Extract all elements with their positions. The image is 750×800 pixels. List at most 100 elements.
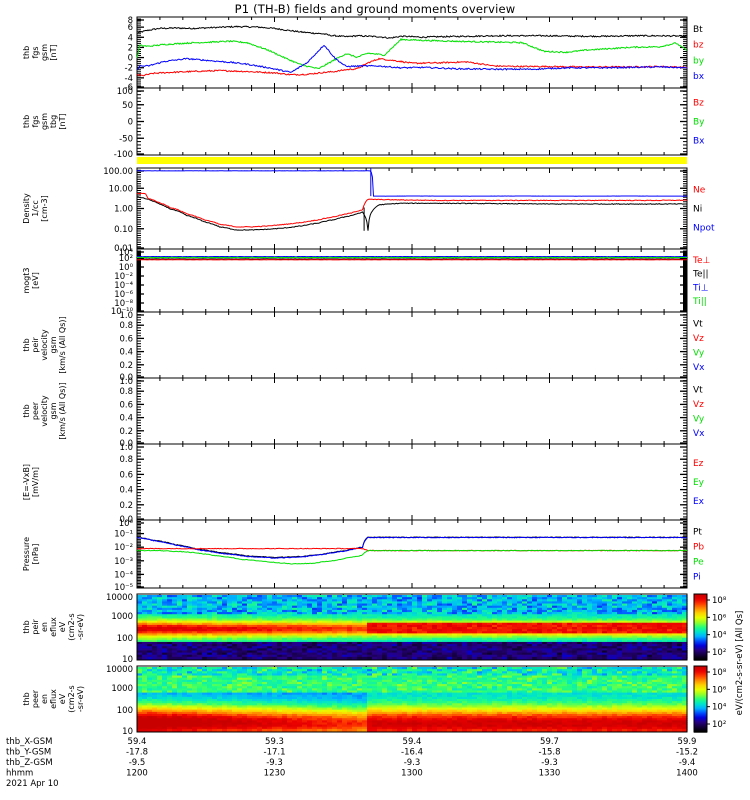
- colorbar-tick: 10⁶: [712, 613, 727, 623]
- ytick-label: 0.8: [119, 321, 133, 331]
- ytick-label: 0.0: [119, 515, 133, 525]
- ytick-label: 6: [128, 23, 133, 33]
- ytick-label: 10⁻²: [114, 272, 133, 282]
- axis-tick-value: -9.3: [266, 758, 283, 768]
- legend-label: Vz: [693, 334, 704, 344]
- axis-tick-value: -9.3: [404, 758, 421, 768]
- panel-axis-title: peer: [31, 689, 40, 708]
- panel-axis-title: (cm2-s: [67, 685, 76, 712]
- legend-label: Vx: [693, 363, 705, 373]
- panel-axis-title: -sr-eV): [76, 686, 85, 712]
- colorbar-tick: 10⁶: [712, 685, 727, 695]
- ytick-label: 10: [122, 655, 133, 665]
- legend-label: Npot: [693, 224, 715, 234]
- panel-axis-title: eV: [58, 621, 67, 632]
- legend-label: Vx: [693, 429, 705, 439]
- ytick-label: 1000: [111, 684, 133, 694]
- ytick-label: 0.6: [119, 470, 133, 480]
- panel-axis-title: velocity: [40, 395, 49, 427]
- legend-label: Ez: [693, 459, 704, 469]
- colorbar-tick: 10²: [712, 648, 726, 658]
- panel-axis-title: en: [40, 622, 49, 632]
- panel-axis-title: [cm-3]: [40, 195, 49, 221]
- axis-row-name: hhmm: [6, 769, 33, 779]
- ytick-label: 0.0: [119, 373, 133, 383]
- axis-tick-value: -15.2: [676, 748, 698, 758]
- ytick-label: 0.4: [119, 348, 133, 358]
- ytick-label: 0.8: [119, 387, 133, 397]
- panel-axis-title: eflux: [49, 689, 58, 709]
- ytick-label: 0.4: [119, 486, 133, 496]
- colorbar-tick: 10⁸: [712, 596, 727, 606]
- axis-tick-value: 1230: [264, 769, 286, 779]
- panel-axis-title: [km/s (All Qs)]: [58, 382, 67, 439]
- colorbar-peer-en-eflux: [693, 665, 710, 733]
- panel-axis-title: [km/s (All Qs)]: [58, 316, 67, 373]
- legend-label: Vt: [693, 319, 703, 329]
- ytick-label: 10⁻⁵: [114, 583, 133, 593]
- legend-label: Vt: [693, 385, 703, 395]
- ytick-label: 10⁰: [119, 519, 134, 529]
- ytick-label: -100: [114, 150, 133, 160]
- yaxis-peir-velocity: [137, 314, 687, 378]
- axis-tick-value: 1400: [676, 769, 698, 779]
- panel-axis-title: 1/cc: [31, 200, 40, 217]
- axis-tick-value: 59.9: [678, 737, 697, 747]
- panel-axis-title: (cm2-s: [67, 613, 76, 640]
- panel-fgs-gsm-b: [136, 16, 688, 89]
- ytick-label: -50: [119, 134, 133, 144]
- colorbar-tick: 10⁴: [712, 631, 727, 641]
- colorbar-tick: 10⁸: [712, 668, 727, 678]
- panel-efield: [136, 443, 688, 521]
- legend-label: Vy: [693, 414, 705, 424]
- ytick-label: 10²: [119, 254, 133, 264]
- series-bx: [136, 44, 688, 73]
- legend-label: Vy: [693, 348, 705, 358]
- data-availability-bar: [137, 157, 687, 164]
- legend-label: Pi: [693, 573, 701, 583]
- panel-peir-velocity: [136, 311, 688, 379]
- ytick-label: 0.2: [119, 501, 133, 511]
- ytick-label: 4: [128, 33, 133, 43]
- ytick-label: 0.2: [119, 361, 133, 371]
- series-Pe: [136, 549, 688, 565]
- panel-axis-title: gsm: [49, 336, 58, 353]
- panel-peer-velocity: [136, 377, 688, 445]
- panel-axis-title: [eV]: [31, 272, 40, 289]
- panel-axis-title: thb: [22, 338, 31, 351]
- ytick-label: 0.6: [119, 400, 133, 410]
- axis-tick-value: 59.4: [403, 737, 422, 747]
- panel-axis-title: Density: [22, 193, 31, 224]
- panel-axis-title: [E=-VxB]: [22, 464, 31, 500]
- ytick-label: 0.01: [114, 244, 133, 254]
- legend-label: by: [693, 56, 705, 66]
- axis-row-name: thb_Z-GSM: [6, 758, 53, 768]
- panel-axis-title: peir: [31, 619, 40, 635]
- ytick-label: 1.00: [114, 205, 133, 215]
- ytick-label: 1.0: [119, 311, 133, 321]
- axis-tick-value: -16.4: [401, 748, 423, 758]
- ytick-label: 8: [128, 16, 133, 26]
- legend-label: Te||: [692, 270, 709, 280]
- axis-tick-value: -9.3: [541, 758, 558, 768]
- panel-axis-title: fgs: [31, 115, 40, 127]
- page-title: P1 (TH-B) fields and ground moments over…: [234, 2, 516, 16]
- legend-label: Ex: [693, 497, 705, 507]
- legend-label: Ne: [693, 186, 706, 196]
- panel-axis-title: thb: [22, 620, 31, 633]
- ytick-label: 1.0: [119, 377, 133, 387]
- ytick-label: 0.6: [119, 334, 133, 344]
- ytick-label: 10⁻⁶: [114, 290, 133, 300]
- panel-axis-title: [nPa]: [31, 544, 40, 565]
- axis-tick-value: 59.4: [128, 737, 147, 747]
- legend-label: Bz: [693, 99, 704, 109]
- panel-axis-title: velocity: [40, 329, 49, 361]
- ytick-label: 50: [122, 101, 133, 111]
- legend-label: Bx: [693, 137, 705, 147]
- legend-label: Bt: [693, 25, 703, 35]
- axis-tick-value: 1300: [401, 769, 423, 779]
- ytick-label: -4: [125, 74, 133, 84]
- panel-axis-title: thb: [22, 115, 31, 128]
- ytick-label: 1000: [111, 612, 133, 622]
